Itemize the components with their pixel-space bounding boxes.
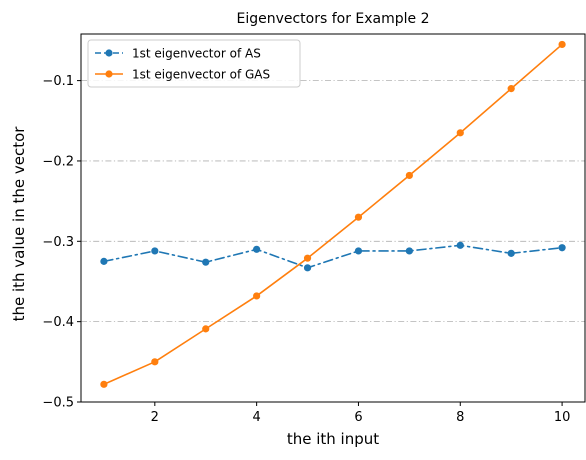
x-tick-label: 4 [252, 410, 260, 425]
data-point [202, 258, 210, 266]
data-point [303, 254, 312, 262]
legend-swatch-marker [105, 49, 113, 57]
y-tick-label: −0.4 [42, 315, 74, 330]
data-point [507, 249, 515, 257]
data-point [202, 325, 210, 333]
data-point [456, 241, 464, 249]
legend-entry-label: 1st eigenvector of AS [132, 47, 261, 61]
data-point [558, 40, 566, 49]
legend: 1st eigenvector of AS 1st eigenvector of … [87, 39, 301, 88]
series-layer [100, 40, 566, 388]
data-point [507, 85, 515, 93]
x-tick-label: 8 [456, 410, 464, 425]
x-axis-label: the ith input [287, 430, 379, 448]
x-tick-label: 6 [354, 410, 362, 425]
x-tick-label: 10 [554, 410, 571, 425]
legend-box [87, 39, 301, 88]
legend-swatch-marker [105, 70, 113, 78]
data-point [405, 247, 413, 255]
legend-entry-label: 1st eigenvector of GAS [132, 68, 270, 82]
y-tick-label: −0.1 [42, 74, 74, 89]
grid-lines [81, 80, 585, 323]
data-point [151, 247, 159, 255]
series-2 [100, 40, 566, 388]
data-point [405, 171, 413, 180]
y-tick-label: −0.2 [42, 154, 74, 169]
series-line [103, 244, 563, 269]
series-line [103, 43, 563, 386]
x-tick-label: 2 [151, 410, 159, 425]
data-point [151, 358, 159, 366]
y-axis-label: the ith value in the vector [10, 126, 28, 322]
data-point [100, 380, 108, 388]
axis-ticks: 2 4 6 8 10 −0.5 −0.4 −0.3 −0.2 −0.1 [42, 74, 570, 425]
plot-frame [80, 33, 586, 403]
data-point [253, 292, 261, 300]
data-point [100, 257, 108, 265]
y-tick-label: −0.3 [42, 235, 74, 250]
data-point [253, 245, 261, 253]
data-point [558, 244, 566, 252]
chart-title: Eigenvectors for Example 2 [236, 11, 429, 27]
data-point [303, 264, 312, 272]
data-point [354, 213, 363, 221]
data-point [354, 247, 363, 255]
y-tick-label: −0.5 [42, 396, 74, 411]
series-1 [100, 241, 566, 272]
data-point [456, 129, 464, 137]
